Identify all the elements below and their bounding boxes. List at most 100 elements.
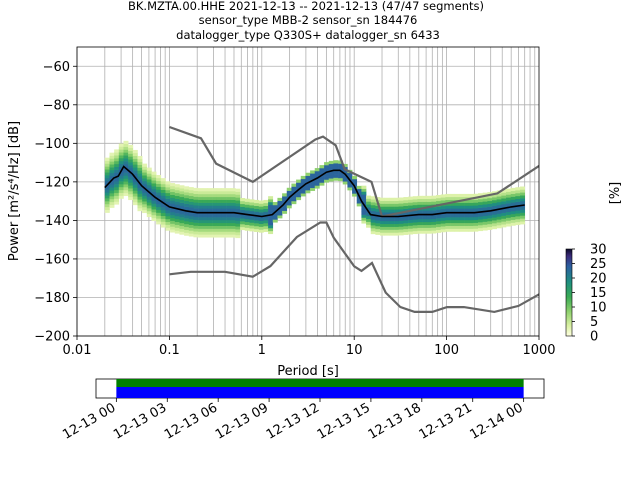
heatmap-cell [520,215,525,219]
heatmap-cell [179,211,185,215]
heatmap-cell [156,177,162,182]
heatmap-cell [324,165,330,169]
heatmap-cell [328,178,334,182]
heatmap-cell [146,210,152,215]
heatmap-cell [118,192,124,196]
heatmap-cell [207,208,213,212]
heatmap-cell [342,169,348,173]
heatmap-cell [403,211,409,215]
heatmap-cell [333,163,339,167]
heatmap-cell [244,227,250,231]
heatmap-cell [160,183,166,188]
heatmap-cell [296,196,302,201]
heatmap-cell [184,229,190,233]
heatmap-cell [506,208,511,213]
heatmap-cell [296,182,302,186]
y-tick-label: −120 [34,175,70,190]
heatmap-cell [109,164,115,168]
heatmap-cell [216,214,222,218]
heatmap-cell [468,225,474,229]
heatmap-cell [221,205,227,209]
heatmap-cell [142,178,148,182]
heatmap-cell [151,206,157,210]
heatmap-cell [184,206,190,210]
heatmap-cell [305,184,311,188]
heatmap-cell [384,206,390,210]
heatmap-cell [506,220,511,224]
heatmap-cell [482,227,488,231]
heatmap-cell [118,146,124,150]
heatmap-cell [412,201,418,206]
heatmap-cell [198,231,204,235]
heatmap-cell [501,224,507,228]
heatmap-cell [384,229,390,233]
heatmap-cell [389,206,395,210]
heatmap-cell [263,202,269,207]
heatmap-cell [160,195,166,199]
heatmap-cell [174,195,180,199]
heatmap-cell [492,214,497,218]
heatmap-cell [174,210,180,214]
heatmap-cell [417,230,423,234]
heatmap-cell [212,202,218,206]
heatmap-cell [333,165,339,170]
heatmap-cell [272,219,278,223]
heatmap-cell [156,195,162,199]
heatmap-cell [436,200,442,204]
heatmap-cell [431,224,437,228]
heatmap-cell [510,213,516,218]
heatmap-cell [128,147,134,151]
heatmap-cell [109,201,115,205]
heatmap-cell [454,214,460,218]
heatmap-cell [450,208,456,212]
heatmap-cell [151,177,157,181]
heatmap-cell [338,172,344,176]
heatmap-cell [370,199,376,203]
heatmap-cell [263,225,269,230]
heatmap-cell [170,191,176,195]
heatmap-cell [305,187,311,191]
heatmap-cell [132,173,138,177]
heatmap-cell [184,195,190,199]
heatmap-cell [501,221,507,225]
heatmap-cell [394,209,400,213]
heatmap-cell [445,196,451,200]
heatmap-cell [356,191,362,195]
heatmap-cell [132,199,138,203]
heatmap-cell [272,204,278,209]
heatmap-cell [174,227,180,231]
heatmap-cell [202,193,208,198]
heatmap-cell [230,234,236,238]
heatmap-cell [258,212,264,216]
heatmap-cell [338,175,344,179]
x-tick-label: 1000 [522,343,555,358]
heatmap-cell [244,216,250,220]
heatmap-cell [179,222,185,227]
heatmap-cell [482,195,488,199]
heatmap-cell [482,221,488,225]
heatmap-cell [282,196,288,200]
heatmap-cell [235,223,241,227]
heatmap-cell [478,207,483,211]
heatmap-cell [109,175,115,179]
heatmap-cell [296,179,302,183]
heatmap-cell [170,211,176,216]
heatmap-cell [361,220,367,224]
heatmap-cell [132,161,138,165]
heatmap-cell [473,199,479,203]
heatmap-cell [156,206,162,210]
y-tick-label: −200 [34,330,70,345]
heatmap-cell [408,228,414,232]
heatmap-cell [263,208,269,212]
heatmap-cell [165,192,171,197]
heatmap-cell [118,172,124,176]
heatmap-cell [492,225,497,230]
heatmap-cell [473,208,479,212]
heatmap-cell [464,208,470,212]
heatmap-cell [179,231,185,235]
heatmap-cell [216,196,222,200]
y-tick-label: −160 [34,252,70,267]
heatmap-cell [268,210,274,214]
heatmap-cell [123,155,129,159]
heatmap-cell [263,217,269,221]
